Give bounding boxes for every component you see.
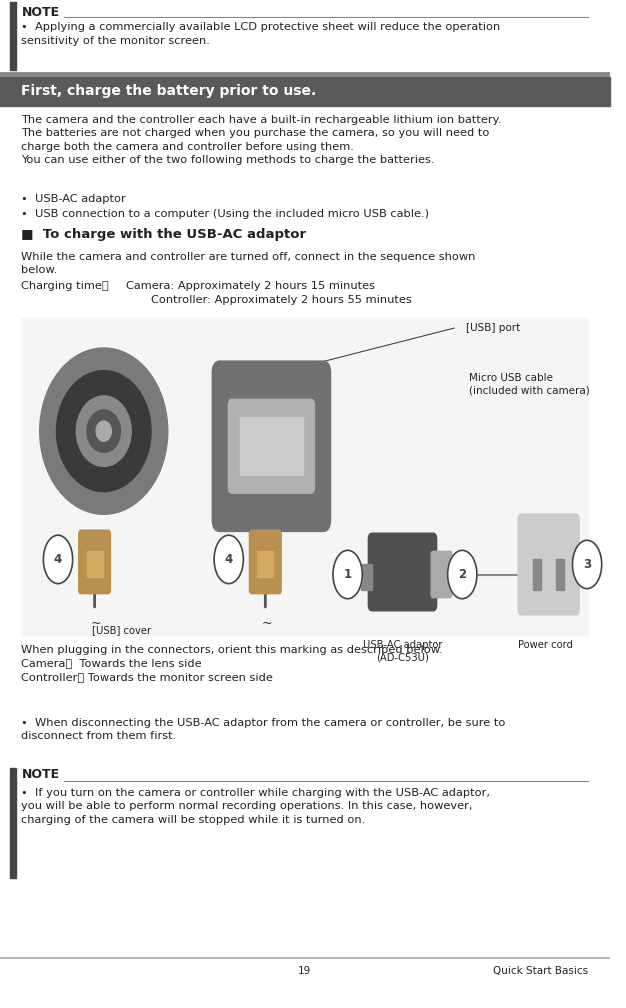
Text: Quick Start Basics: Quick Start Basics <box>493 966 588 976</box>
FancyBboxPatch shape <box>518 514 579 615</box>
Bar <box>257 551 273 577</box>
Text: •  When disconnecting the USB-AC adaptor from the camera or controller, be sure : • When disconnecting the USB-AC adaptor … <box>21 718 506 741</box>
Text: Charging time：: Charging time： <box>21 281 109 291</box>
FancyBboxPatch shape <box>250 530 281 594</box>
Bar <box>11 2 16 70</box>
Ellipse shape <box>87 410 121 453</box>
Text: The camera and the controller each have a built-in rechargeable lithium ion batt: The camera and the controller each have … <box>21 115 502 165</box>
Text: 19: 19 <box>298 966 312 976</box>
Text: 4: 4 <box>54 553 62 565</box>
Text: 1: 1 <box>344 569 352 581</box>
Circle shape <box>43 535 73 584</box>
Text: First, charge the battery prior to use.: First, charge the battery prior to use. <box>21 85 317 99</box>
Text: Controller: Approximately 2 hours 55 minutes: Controller: Approximately 2 hours 55 min… <box>151 295 411 305</box>
Text: While the camera and controller are turned off, connect in the sequence shown
be: While the camera and controller are turn… <box>21 252 476 275</box>
Circle shape <box>448 550 477 599</box>
Ellipse shape <box>39 348 168 514</box>
Bar <box>0 77 610 106</box>
Text: Power cord: Power cord <box>518 640 573 650</box>
Text: [USB] port: [USB] port <box>466 323 521 333</box>
Text: USB-AC adaptor
(AD-C53U): USB-AC adaptor (AD-C53U) <box>362 640 442 662</box>
Circle shape <box>333 550 362 599</box>
Bar <box>21 318 588 635</box>
Text: ~: ~ <box>262 617 272 630</box>
Text: •  Applying a commercially available LCD protective sheet will reduce the operat: • Applying a commercially available LCD … <box>21 22 501 45</box>
FancyBboxPatch shape <box>368 533 437 611</box>
FancyBboxPatch shape <box>228 399 314 493</box>
Text: NOTE: NOTE <box>21 6 59 19</box>
Text: [USB] cover: [USB] cover <box>91 625 151 635</box>
Bar <box>240 417 302 476</box>
Text: 4: 4 <box>225 553 233 565</box>
Text: Micro USB cable
(included with camera): Micro USB cable (included with camera) <box>470 373 590 396</box>
Bar <box>533 559 541 590</box>
Text: NOTE: NOTE <box>21 768 59 781</box>
FancyBboxPatch shape <box>431 551 452 598</box>
Circle shape <box>214 535 244 584</box>
Text: 2: 2 <box>458 569 466 581</box>
Text: When plugging in the connectors, orient this marking as described below.
Camera：: When plugging in the connectors, orient … <box>21 645 443 681</box>
Bar <box>86 551 103 577</box>
Text: •  If you turn on the camera or controller while charging with the USB-AC adapto: • If you turn on the camera or controlle… <box>21 788 490 825</box>
Text: ■  To charge with the USB-AC adaptor: ■ To charge with the USB-AC adaptor <box>21 228 307 241</box>
Text: Camera: Approximately 2 hours 15 minutes: Camera: Approximately 2 hours 15 minutes <box>126 281 376 291</box>
Text: 3: 3 <box>583 558 591 571</box>
Bar <box>361 564 372 590</box>
FancyBboxPatch shape <box>212 361 331 531</box>
Ellipse shape <box>96 421 111 442</box>
Text: ~: ~ <box>91 617 101 630</box>
FancyBboxPatch shape <box>79 530 110 594</box>
Circle shape <box>572 540 602 589</box>
Bar <box>556 559 564 590</box>
Bar <box>11 768 16 878</box>
Ellipse shape <box>56 371 151 492</box>
Text: •  USB connection to a computer (Using the included micro USB cable.): • USB connection to a computer (Using th… <box>21 209 429 219</box>
Text: •  USB-AC adaptor: • USB-AC adaptor <box>21 194 126 204</box>
Ellipse shape <box>76 396 131 467</box>
